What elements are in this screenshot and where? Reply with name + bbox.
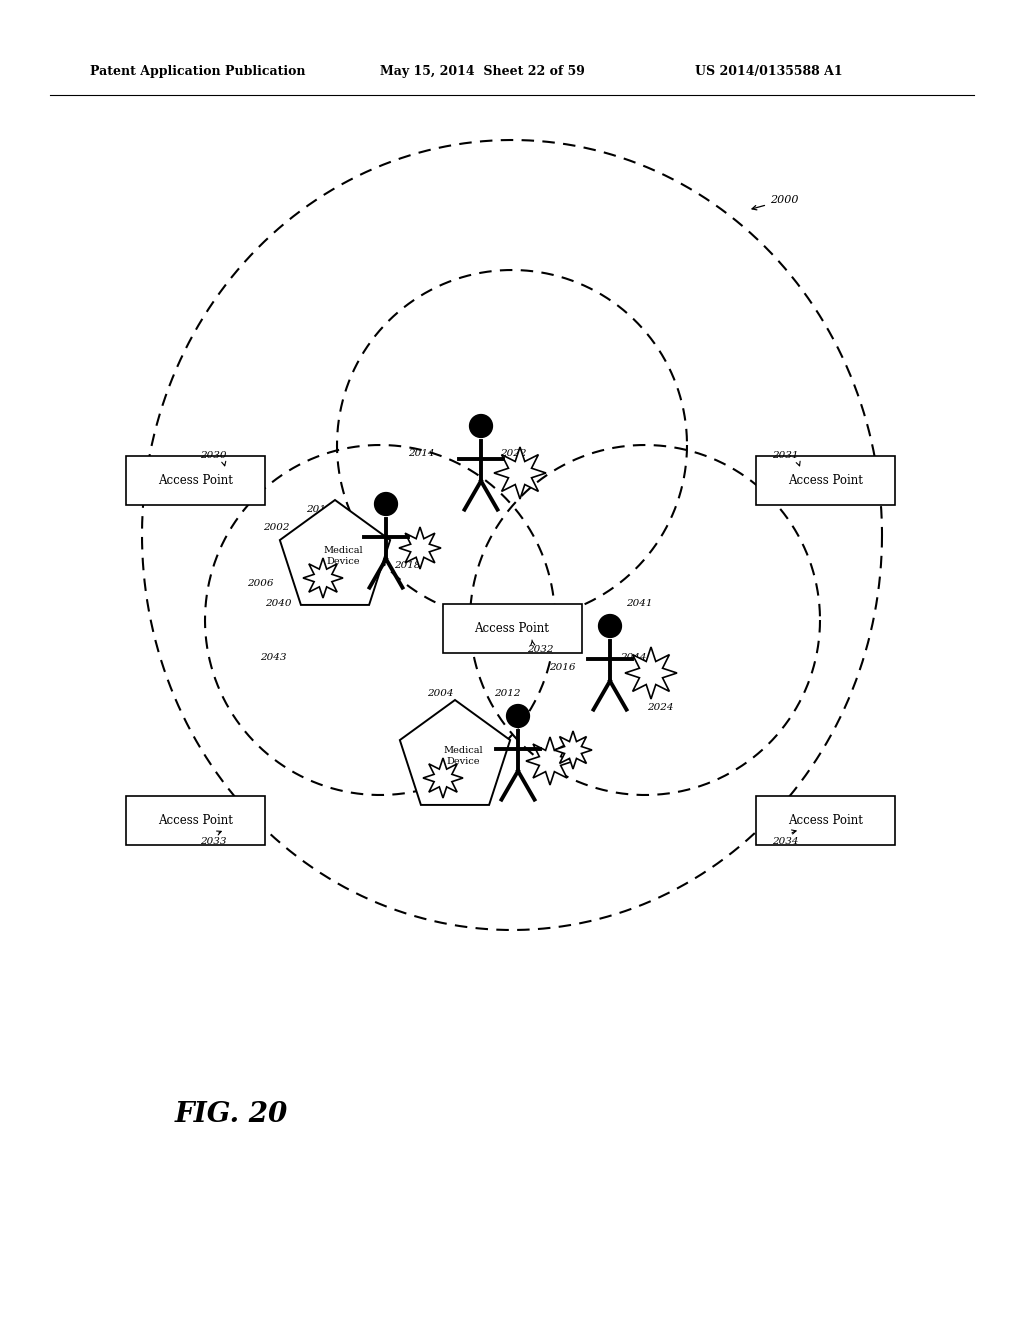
Text: 2033: 2033 xyxy=(200,832,226,846)
Text: Patent Application Publication: Patent Application Publication xyxy=(90,66,305,78)
Text: 2016: 2016 xyxy=(549,663,575,672)
Text: 2014: 2014 xyxy=(408,449,434,458)
Text: 2002: 2002 xyxy=(263,523,290,532)
Circle shape xyxy=(507,705,529,727)
Text: May 15, 2014  Sheet 22 of 59: May 15, 2014 Sheet 22 of 59 xyxy=(380,66,585,78)
Text: 2010: 2010 xyxy=(306,506,333,515)
Polygon shape xyxy=(554,731,592,770)
Text: 2031: 2031 xyxy=(772,450,800,466)
Text: Access Point: Access Point xyxy=(787,474,862,487)
Polygon shape xyxy=(303,558,343,598)
Text: Access Point: Access Point xyxy=(474,622,550,635)
FancyBboxPatch shape xyxy=(756,796,895,845)
Text: 2041: 2041 xyxy=(626,598,652,607)
Text: 2022: 2022 xyxy=(500,449,526,458)
Text: FIG. 20: FIG. 20 xyxy=(175,1101,288,1129)
Text: 2044: 2044 xyxy=(620,653,646,663)
Circle shape xyxy=(599,615,622,638)
Polygon shape xyxy=(494,447,546,499)
Text: 2004: 2004 xyxy=(427,689,454,698)
Text: Medical
Device: Medical Device xyxy=(443,746,482,766)
Text: Medical
Device: Medical Device xyxy=(324,546,362,566)
Text: 2032: 2032 xyxy=(527,640,554,655)
Text: 2030: 2030 xyxy=(200,450,226,466)
Text: 2000: 2000 xyxy=(752,195,799,210)
Polygon shape xyxy=(526,737,574,785)
Text: 2018: 2018 xyxy=(394,561,421,569)
FancyBboxPatch shape xyxy=(126,796,264,845)
Text: 2006: 2006 xyxy=(247,578,273,587)
Text: Access Point: Access Point xyxy=(787,813,862,826)
Polygon shape xyxy=(399,700,510,805)
Text: 2020: 2020 xyxy=(465,787,492,796)
Polygon shape xyxy=(625,647,677,700)
Text: Access Point: Access Point xyxy=(158,813,232,826)
FancyBboxPatch shape xyxy=(756,455,895,504)
Polygon shape xyxy=(280,500,390,605)
Text: 2043: 2043 xyxy=(260,653,287,663)
Polygon shape xyxy=(423,758,463,799)
Text: Access Point: Access Point xyxy=(158,474,232,487)
FancyBboxPatch shape xyxy=(126,455,264,504)
Circle shape xyxy=(375,492,397,515)
Text: 2040: 2040 xyxy=(265,598,292,607)
Text: 2034: 2034 xyxy=(772,830,799,846)
FancyBboxPatch shape xyxy=(442,603,582,652)
Text: 2012: 2012 xyxy=(494,689,520,698)
Text: US 2014/0135588 A1: US 2014/0135588 A1 xyxy=(695,66,843,78)
Circle shape xyxy=(470,414,493,437)
Text: 2024: 2024 xyxy=(647,702,674,711)
Polygon shape xyxy=(399,527,441,569)
